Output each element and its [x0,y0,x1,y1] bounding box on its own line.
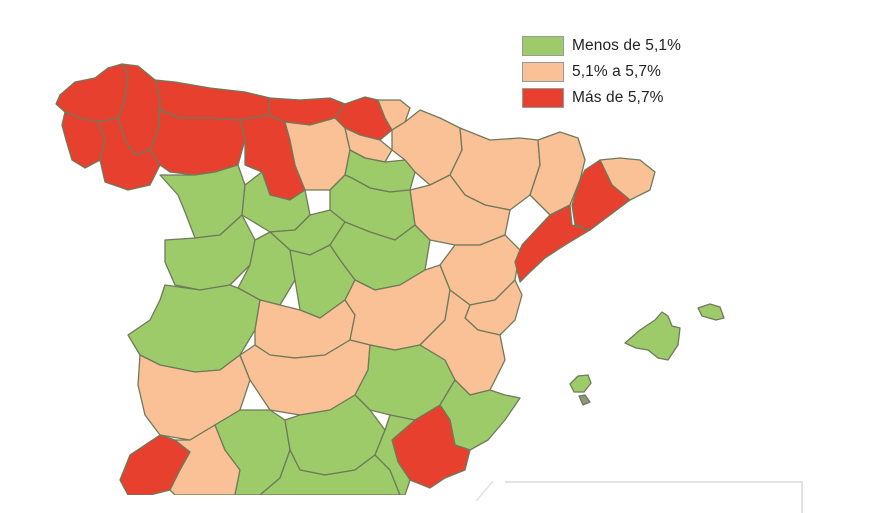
region-asturias[interactable] [154,79,271,121]
region-ibiza[interactable] [569,374,592,393]
legend-swatch-mid [522,62,564,82]
legend-swatch-high [522,88,564,108]
region-barcelona[interactable] [571,159,631,231]
region-lleida[interactable] [529,131,586,216]
region-valladolid[interactable] [241,171,311,233]
map-legend: Menos de 5,1% 5,1% a 5,7% Más de 5,7% [522,34,681,112]
region-huesca[interactable] [449,127,541,211]
region-granada[interactable] [259,449,401,495]
region-sevilla[interactable] [169,424,241,495]
legend-label-mid: 5,1% a 5,7% [572,63,661,80]
region-valencia[interactable] [419,289,506,396]
legend-item-mid: 5,1% a 5,7% [522,60,681,84]
legend-label-low: Menos de 5,1% [572,37,682,54]
region-tarragona[interactable] [514,204,591,283]
legend-swatch-low [522,36,564,56]
spain-choropleth-map [55,63,725,495]
region-leon[interactable] [149,109,246,176]
region-formentera[interactable] [578,394,591,406]
legend-label-high: Más de 5,7% [572,89,664,106]
canary-inset-frame [505,481,803,513]
region-menorca[interactable] [697,303,725,321]
region-mallorca[interactable] [624,311,681,361]
legend-item-high: Más de 5,7% [522,86,681,110]
legend-item-low: Menos de 5,1% [522,34,681,58]
region-ourense[interactable] [97,117,161,191]
region-almeria[interactable] [374,414,416,495]
region-pontevedra[interactable] [61,111,106,169]
